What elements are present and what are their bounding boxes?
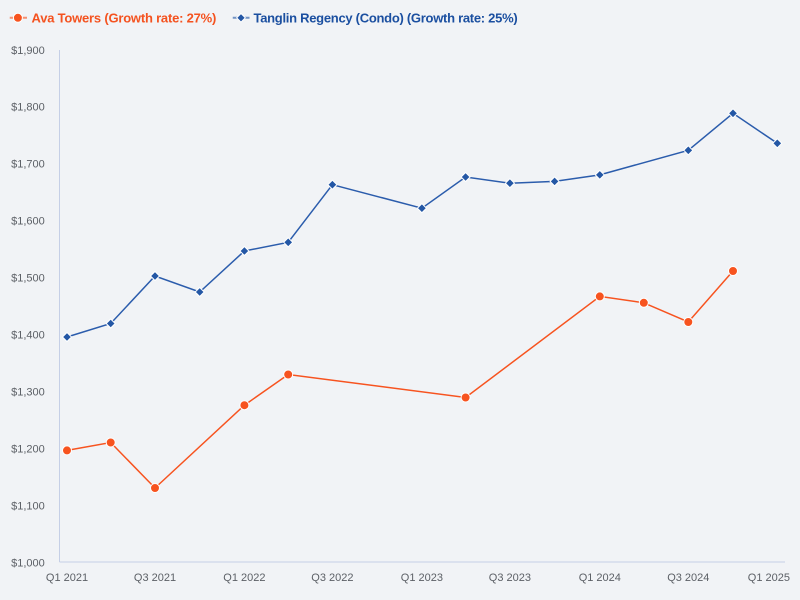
svg-text:$1,900: $1,900 [11, 45, 45, 57]
svg-text:$1,700: $1,700 [11, 159, 45, 171]
svg-text:$1,300: $1,300 [11, 387, 45, 399]
svg-text:$1,200: $1,200 [11, 443, 45, 455]
svg-text:Tanglin Regency (Condo) (Growt: Tanglin Regency (Condo) (Growth rate: 25… [254, 11, 518, 26]
svg-text:Q1 2023: Q1 2023 [401, 572, 443, 584]
svg-text:Ava Towers (Growth rate: 27%): Ava Towers (Growth rate: 27%) [32, 11, 217, 26]
svg-text:Q3 2024: Q3 2024 [667, 572, 709, 584]
svg-text:Q1 2024: Q1 2024 [579, 572, 621, 584]
svg-text:Q3 2022: Q3 2022 [311, 572, 353, 584]
svg-text:Q1 2021: Q1 2021 [46, 572, 88, 584]
svg-text:$1,500: $1,500 [11, 273, 45, 285]
svg-text:$1,400: $1,400 [11, 330, 45, 342]
svg-text:Q1 2022: Q1 2022 [223, 572, 265, 584]
svg-text:$1,000: $1,000 [11, 557, 45, 569]
svg-text:Q3 2021: Q3 2021 [134, 572, 176, 584]
svg-text:Q3 2023: Q3 2023 [489, 572, 531, 584]
svg-text:Q1 2025: Q1 2025 [748, 572, 790, 584]
svg-text:$1,600: $1,600 [11, 216, 45, 228]
svg-text:$1,100: $1,100 [11, 500, 45, 512]
svg-text:$1,800: $1,800 [11, 102, 45, 114]
